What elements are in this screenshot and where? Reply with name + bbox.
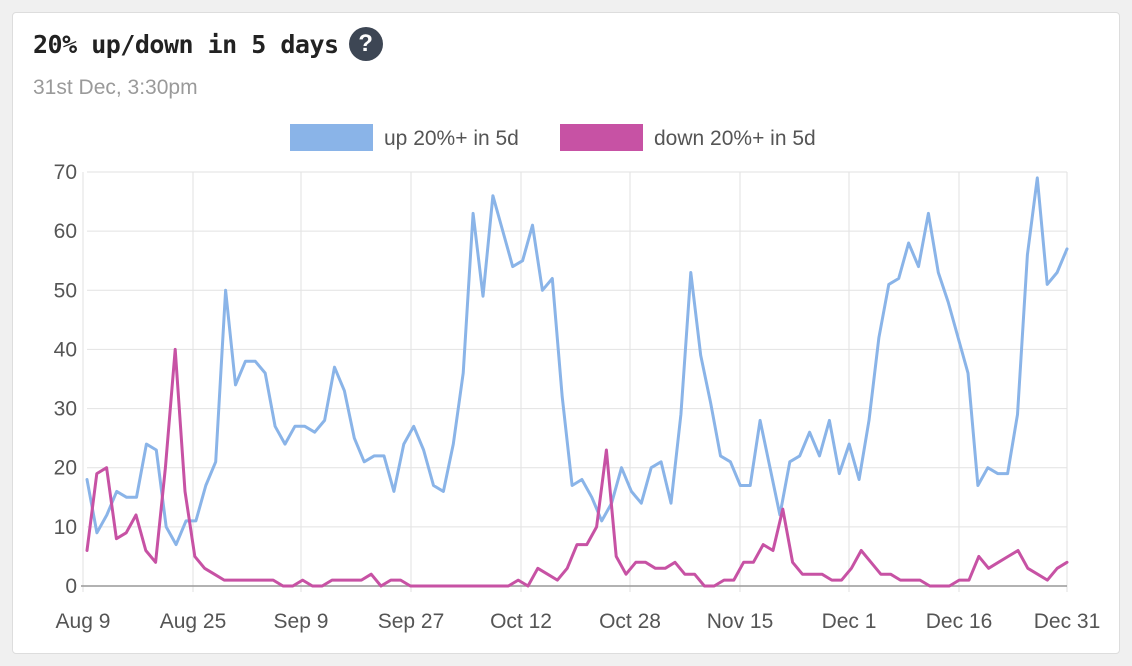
chart-card: 0 10 20 30 40 50 60 70 Aug 9 Aug 25 Sep 9 Sep 27 Oct… <box>12 12 1120 654</box>
line-chart: 0 10 20 30 40 50 60 70 Aug 9 Aug 25 Sep 9 Sep 27 Oct… <box>54 124 1101 633</box>
x-tick-label: Nov 15 <box>707 610 774 633</box>
y-tick-label: 50 <box>54 279 77 302</box>
title-row: 20% up/down in 5 days ? <box>33 27 383 61</box>
x-tick-label: Oct 12 <box>490 610 552 633</box>
x-tick-label: Aug 25 <box>160 610 227 633</box>
x-tick-label: Aug 9 <box>56 610 111 633</box>
chart-title: 20% up/down in 5 days <box>33 29 339 59</box>
legend-swatch[interactable] <box>290 124 373 151</box>
y-tick-label: 40 <box>54 338 77 361</box>
question-circle-icon[interactable]: ? <box>348 27 383 61</box>
axes: 0 10 20 30 40 50 60 70 Aug 9 Aug 25 Sep 9 Sep 27 Oct… <box>54 161 1101 633</box>
series-lines <box>85 176 1069 588</box>
legend-swatch[interactable] <box>560 124 643 151</box>
legend-label[interactable]: up 20%+ in 5d <box>384 127 519 150</box>
series-line-up <box>85 176 1069 547</box>
x-tick-label: Dec 31 <box>1034 610 1101 633</box>
y-tick-label: 30 <box>54 398 77 421</box>
y-tick-label: 60 <box>54 220 77 243</box>
y-tick-label: 0 <box>65 575 77 598</box>
x-tick-label: Oct 28 <box>599 610 661 633</box>
x-tick-label: Sep 9 <box>274 610 329 633</box>
y-tick-label: 70 <box>54 161 77 184</box>
legend-label[interactable]: down 20%+ in 5d <box>654 127 816 150</box>
y-tick-label: 20 <box>54 457 77 480</box>
series-line-down <box>85 347 1069 588</box>
y-tick-label: 10 <box>54 516 77 539</box>
x-tick-label: Dec 1 <box>822 610 877 633</box>
chart-subtitle: 31st Dec, 3:30pm <box>33 76 198 99</box>
x-tick-label: Sep 27 <box>378 610 445 633</box>
grid <box>82 171 1068 592</box>
x-tick-label: Dec 16 <box>926 610 993 633</box>
legend: up 20%+ in 5d down 20%+ in 5d <box>290 124 816 151</box>
